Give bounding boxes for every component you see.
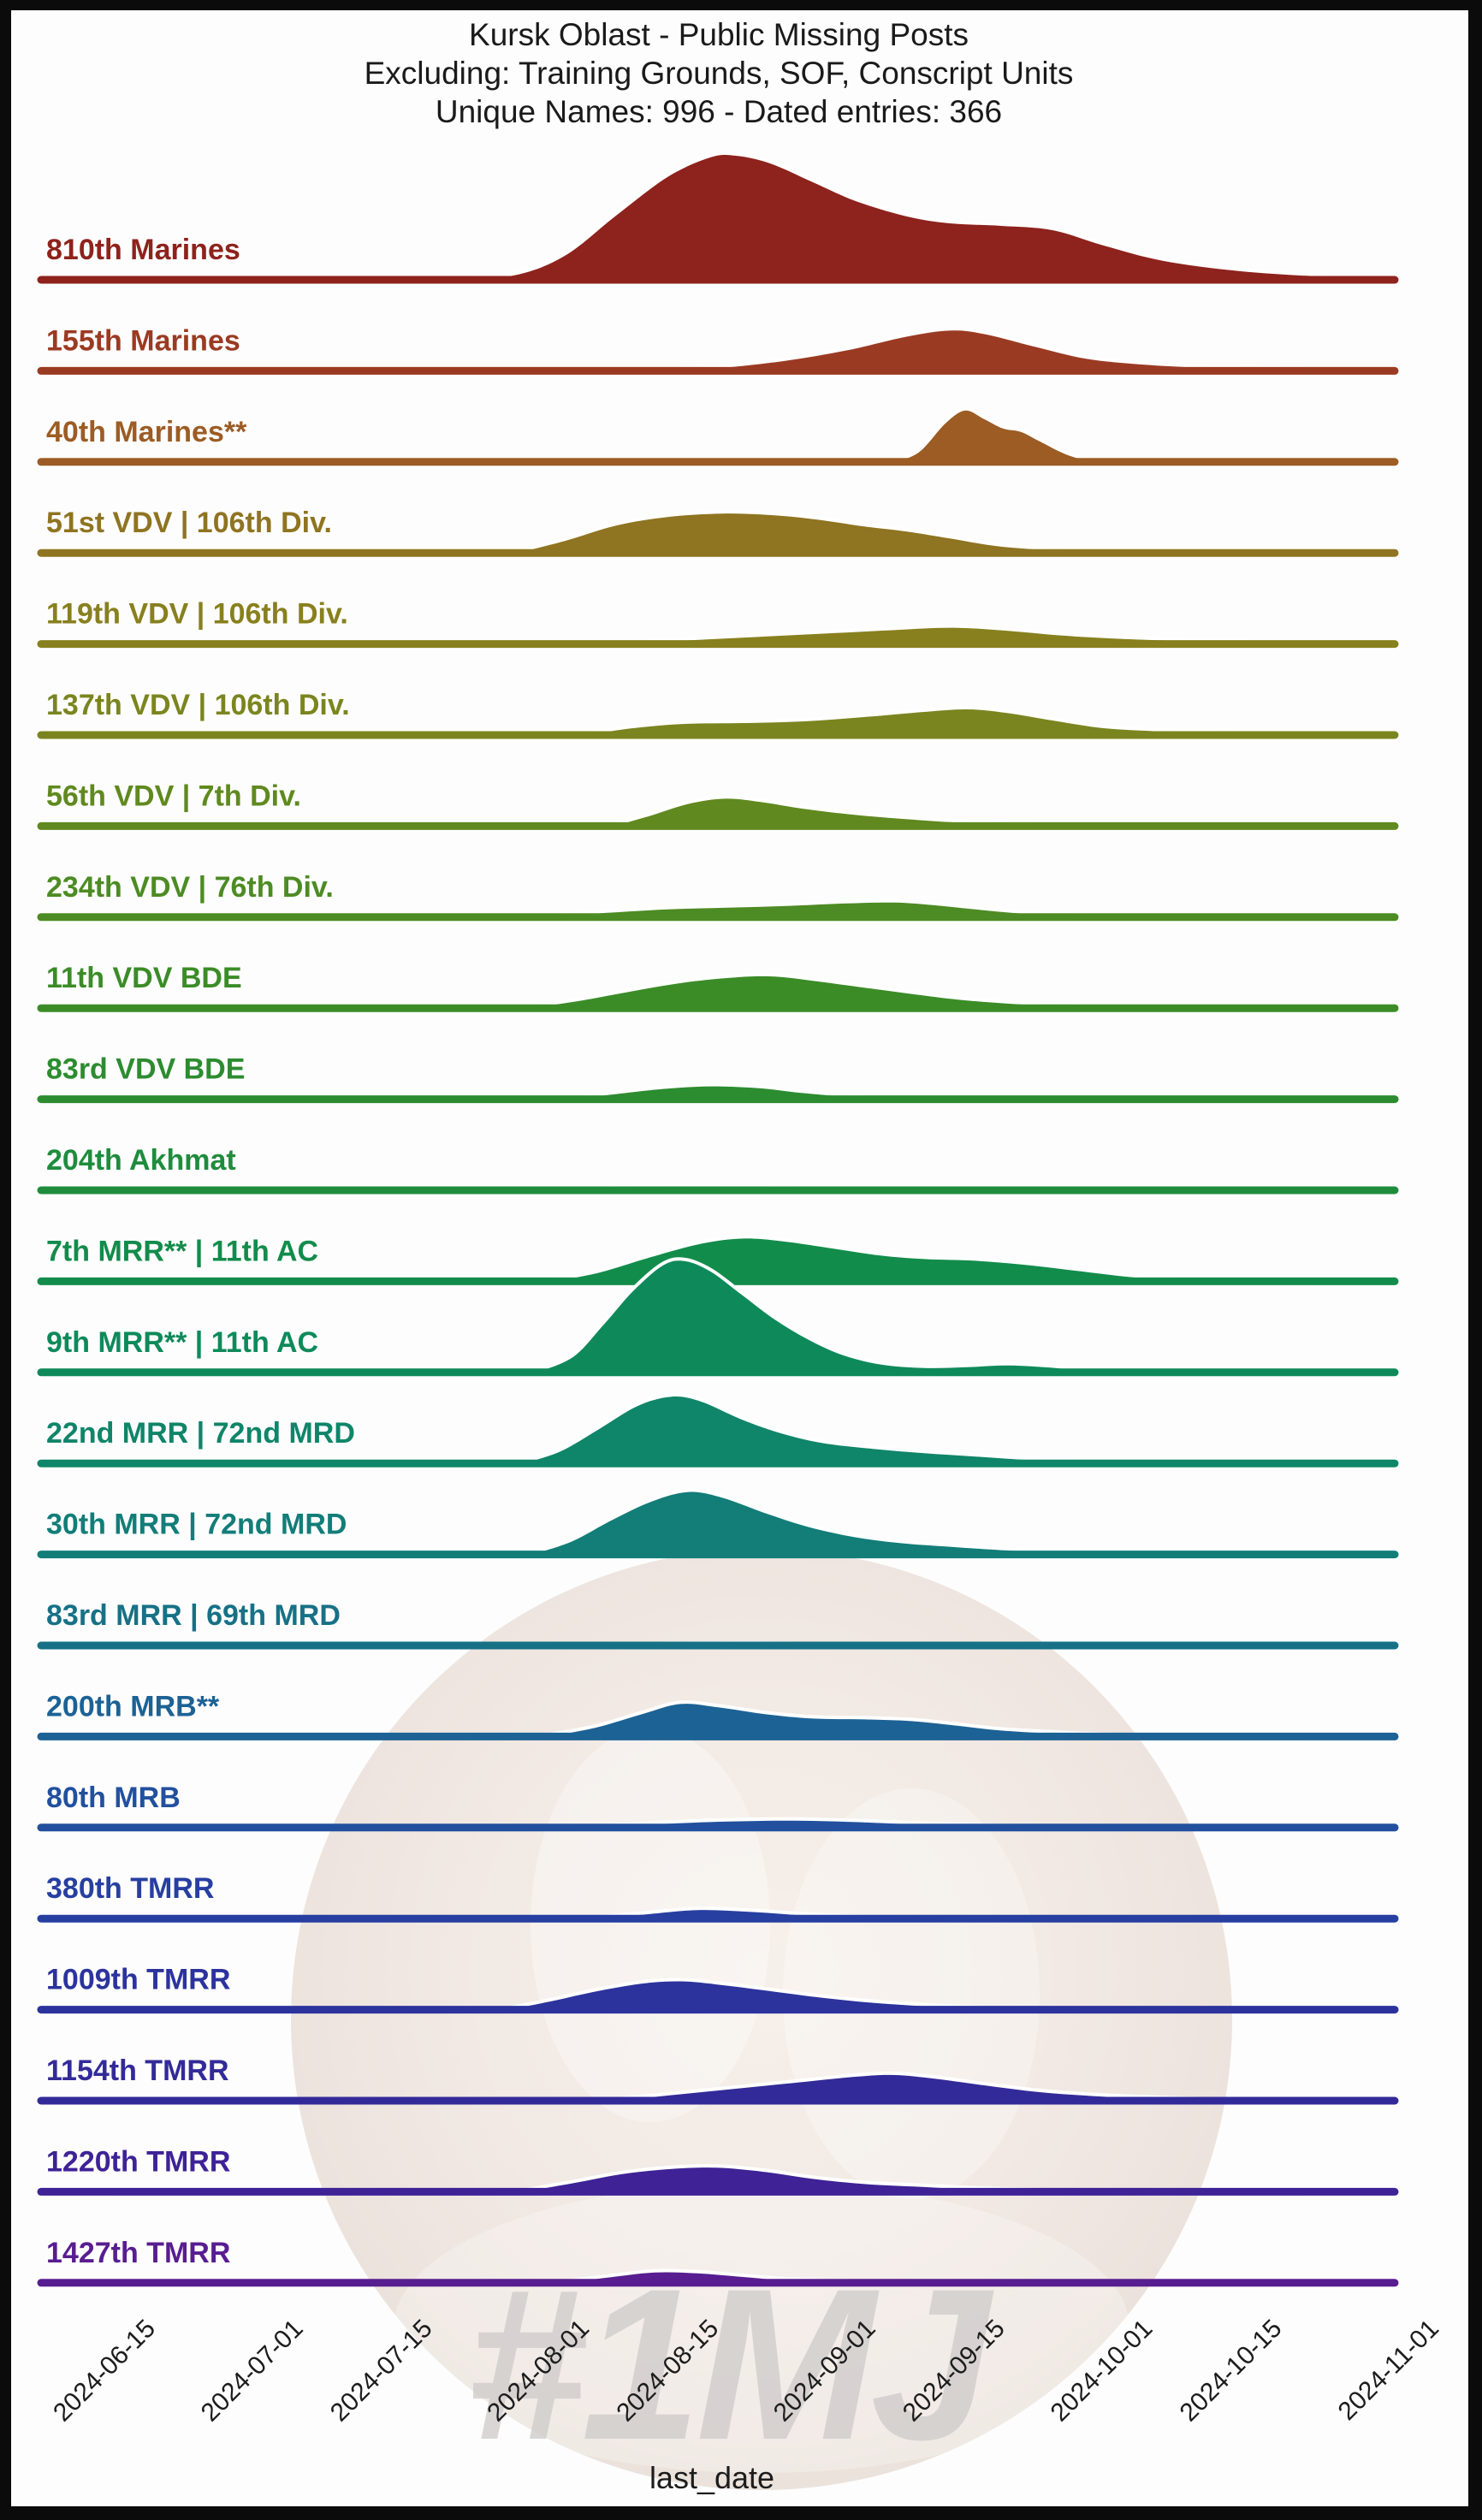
density-curve xyxy=(531,975,1095,1009)
row-label: 380th TMRR xyxy=(46,1872,214,1905)
x-tick-label: 2024-06-15 xyxy=(48,2315,161,2428)
row-label: 155th Marines xyxy=(46,324,240,357)
row-label: 1427th TMRR xyxy=(46,2237,230,2269)
x-tick-label: 2024-11-01 xyxy=(1333,2315,1444,2426)
chart-subtitle-exclusions: Excluding: Training Grounds, SOF, Conscr… xyxy=(365,56,1074,91)
density-curve xyxy=(614,798,1070,827)
row-label: 7th MRR** | 11th AC xyxy=(46,1235,318,1267)
density-curve xyxy=(525,2167,1070,2192)
row-label: 51st VDV | 106th Div. xyxy=(46,507,332,539)
row-label: 234th VDV | 76th Div. xyxy=(46,871,334,904)
watermark-highlight xyxy=(394,2182,1129,2473)
watermark-highlight xyxy=(783,1788,1040,2199)
x-tick-label: 2024-07-01 xyxy=(196,2315,309,2428)
density-curve xyxy=(532,1491,1121,1555)
x-tick-label: 2024-10-15 xyxy=(1175,2315,1288,2428)
density-curve xyxy=(509,1981,1018,2010)
row-label: 56th VDV | 7th Div. xyxy=(46,780,301,812)
row-label: 80th MRB xyxy=(46,1782,181,1814)
row-label: 83rd VDV BDE xyxy=(46,1053,245,1086)
density-curve xyxy=(524,1396,1121,1464)
row-label: 810th Marines xyxy=(46,234,240,266)
watermark-highlight xyxy=(531,1728,770,2122)
row-label: 1009th TMRR xyxy=(46,1964,230,1996)
row-label: 9th MRR** | 11th AC xyxy=(46,1326,318,1359)
row-label: 200th MRB** xyxy=(46,1690,220,1722)
watermark-photo-circle xyxy=(291,1549,1232,2490)
density-curve xyxy=(518,513,1112,554)
density-curve xyxy=(548,1704,1121,1737)
row-label: 119th VDV | 106th Div. xyxy=(46,598,348,631)
chart-subtitle-counts: Unique Names: 996 - Dated entries: 366 xyxy=(436,94,1002,129)
row-label: 83rd MRR | 69th MRD xyxy=(46,1599,341,1632)
row-label: 40th Marines** xyxy=(46,416,247,448)
density-curve xyxy=(449,154,1394,280)
density-curve xyxy=(537,1260,1138,1373)
x-axis-label: last_date xyxy=(649,2460,774,2495)
chart-title: Kursk Oblast - Public Missing Posts xyxy=(469,17,969,52)
density-curve xyxy=(897,410,1104,462)
row-label: 22nd MRR | 72nd MRD xyxy=(46,1417,355,1450)
density-curve xyxy=(625,627,1318,644)
row-label: 137th VDV | 106th Div. xyxy=(46,689,350,721)
density-curve xyxy=(586,709,1283,735)
row-label: 204th Akhmat xyxy=(46,1144,236,1177)
density-curve xyxy=(616,2074,1215,2101)
density-curve xyxy=(676,330,1335,371)
row-label: 11th VDV BDE xyxy=(46,962,242,994)
row-label: 1154th TMRR xyxy=(46,2055,229,2087)
row-label: 1220th TMRR xyxy=(46,2145,230,2178)
row-label: 30th MRR | 72nd MRD xyxy=(46,1509,347,1541)
